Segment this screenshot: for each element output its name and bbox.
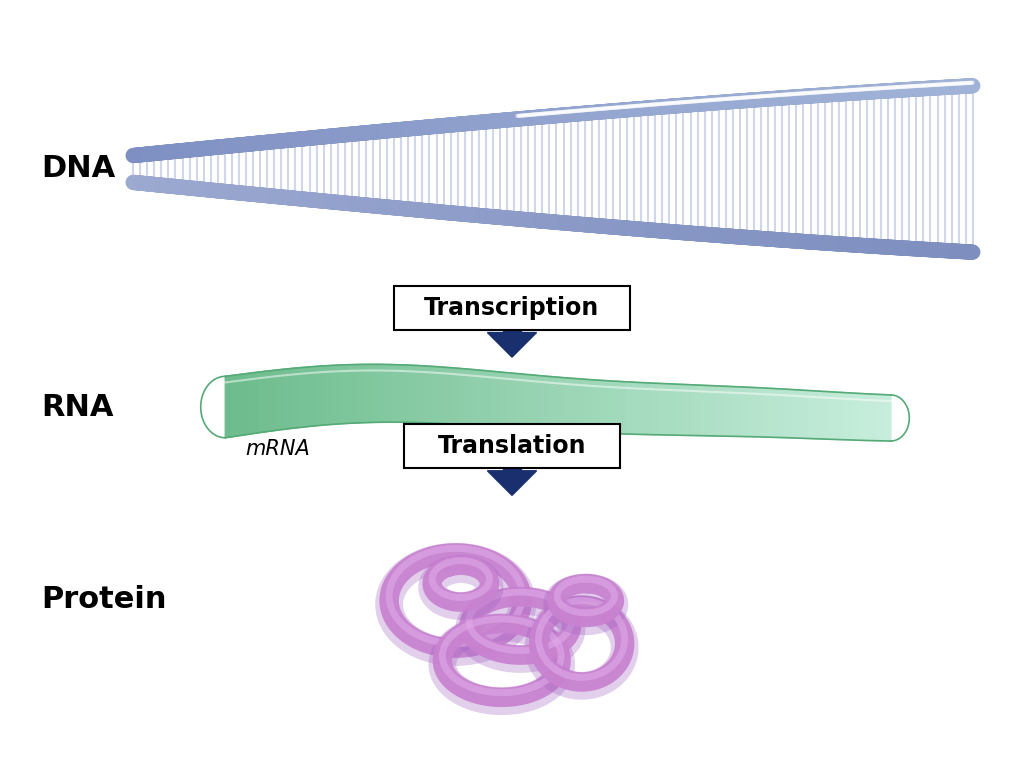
Text: DNA: DNA xyxy=(41,154,116,184)
Polygon shape xyxy=(241,373,250,435)
Polygon shape xyxy=(851,393,860,440)
Polygon shape xyxy=(574,379,584,432)
Polygon shape xyxy=(366,364,375,422)
Polygon shape xyxy=(608,381,617,434)
Polygon shape xyxy=(760,388,766,437)
Polygon shape xyxy=(265,370,274,432)
Polygon shape xyxy=(508,372,517,429)
Polygon shape xyxy=(733,386,741,436)
Polygon shape xyxy=(617,382,626,434)
Polygon shape xyxy=(232,374,241,437)
Polygon shape xyxy=(699,385,709,435)
Polygon shape xyxy=(726,386,733,436)
Polygon shape xyxy=(341,365,350,424)
Polygon shape xyxy=(876,394,884,441)
Polygon shape xyxy=(503,326,521,333)
Polygon shape xyxy=(493,371,499,427)
Polygon shape xyxy=(709,386,717,436)
Polygon shape xyxy=(842,392,851,440)
Text: RNA: RNA xyxy=(41,392,114,422)
Polygon shape xyxy=(532,375,542,430)
Polygon shape xyxy=(459,369,466,425)
Polygon shape xyxy=(633,382,642,435)
Polygon shape xyxy=(417,366,426,423)
Polygon shape xyxy=(584,379,593,433)
Polygon shape xyxy=(399,365,408,422)
Polygon shape xyxy=(307,366,316,426)
Polygon shape xyxy=(741,387,751,437)
Polygon shape xyxy=(499,372,508,428)
Polygon shape xyxy=(542,376,550,431)
Text: Transcription: Transcription xyxy=(424,296,600,320)
Polygon shape xyxy=(292,368,299,429)
Polygon shape xyxy=(833,392,842,440)
Polygon shape xyxy=(441,367,451,424)
Polygon shape xyxy=(350,365,358,423)
Text: mRNA: mRNA xyxy=(246,439,310,459)
Polygon shape xyxy=(566,378,574,432)
Polygon shape xyxy=(866,394,876,441)
Polygon shape xyxy=(225,376,232,438)
Polygon shape xyxy=(504,426,520,443)
Polygon shape xyxy=(751,387,760,437)
Polygon shape xyxy=(284,369,292,429)
Polygon shape xyxy=(593,380,599,433)
Polygon shape xyxy=(826,392,833,439)
Polygon shape xyxy=(693,385,699,435)
Polygon shape xyxy=(766,388,775,437)
Polygon shape xyxy=(517,373,525,429)
Polygon shape xyxy=(259,371,265,432)
Polygon shape xyxy=(800,390,809,439)
Polygon shape xyxy=(817,391,826,439)
Polygon shape xyxy=(775,389,784,438)
Polygon shape xyxy=(358,364,366,423)
Polygon shape xyxy=(274,369,284,431)
FancyBboxPatch shape xyxy=(404,424,620,468)
Polygon shape xyxy=(392,365,399,422)
Polygon shape xyxy=(474,369,483,426)
Polygon shape xyxy=(503,465,521,471)
Polygon shape xyxy=(626,382,633,434)
Polygon shape xyxy=(684,385,693,435)
Polygon shape xyxy=(784,389,793,438)
Polygon shape xyxy=(375,364,383,422)
Polygon shape xyxy=(432,366,441,423)
Polygon shape xyxy=(483,370,493,426)
Polygon shape xyxy=(550,376,559,431)
Polygon shape xyxy=(504,288,520,307)
Polygon shape xyxy=(316,366,326,425)
Polygon shape xyxy=(860,393,866,441)
Polygon shape xyxy=(659,383,666,435)
Polygon shape xyxy=(599,380,608,433)
Polygon shape xyxy=(383,365,392,422)
Polygon shape xyxy=(332,365,341,425)
Polygon shape xyxy=(642,382,650,435)
FancyBboxPatch shape xyxy=(394,286,630,330)
Polygon shape xyxy=(559,377,566,432)
Polygon shape xyxy=(809,390,817,439)
Polygon shape xyxy=(426,366,432,423)
Polygon shape xyxy=(487,333,537,357)
Polygon shape xyxy=(299,367,307,428)
Polygon shape xyxy=(793,389,800,439)
Polygon shape xyxy=(525,375,532,429)
Polygon shape xyxy=(466,369,474,425)
Polygon shape xyxy=(326,366,332,425)
Polygon shape xyxy=(884,395,891,441)
Polygon shape xyxy=(675,384,684,435)
Polygon shape xyxy=(408,365,417,422)
Polygon shape xyxy=(650,383,659,435)
Text: Protein: Protein xyxy=(41,584,167,614)
Polygon shape xyxy=(451,368,459,425)
Polygon shape xyxy=(487,471,537,495)
Polygon shape xyxy=(250,372,259,434)
Polygon shape xyxy=(666,384,675,435)
Text: Translation: Translation xyxy=(437,434,587,458)
Polygon shape xyxy=(717,386,726,436)
